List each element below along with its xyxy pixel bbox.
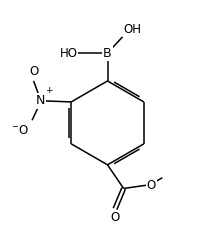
Text: OH: OH bbox=[124, 23, 142, 36]
Text: O: O bbox=[110, 212, 119, 225]
Text: HO: HO bbox=[59, 47, 77, 60]
Text: N: N bbox=[35, 94, 45, 107]
Text: O: O bbox=[147, 179, 156, 192]
Text: +: + bbox=[45, 86, 52, 95]
Text: $^{-}$O: $^{-}$O bbox=[11, 124, 29, 137]
Text: O: O bbox=[29, 65, 38, 78]
Text: B: B bbox=[103, 47, 112, 60]
